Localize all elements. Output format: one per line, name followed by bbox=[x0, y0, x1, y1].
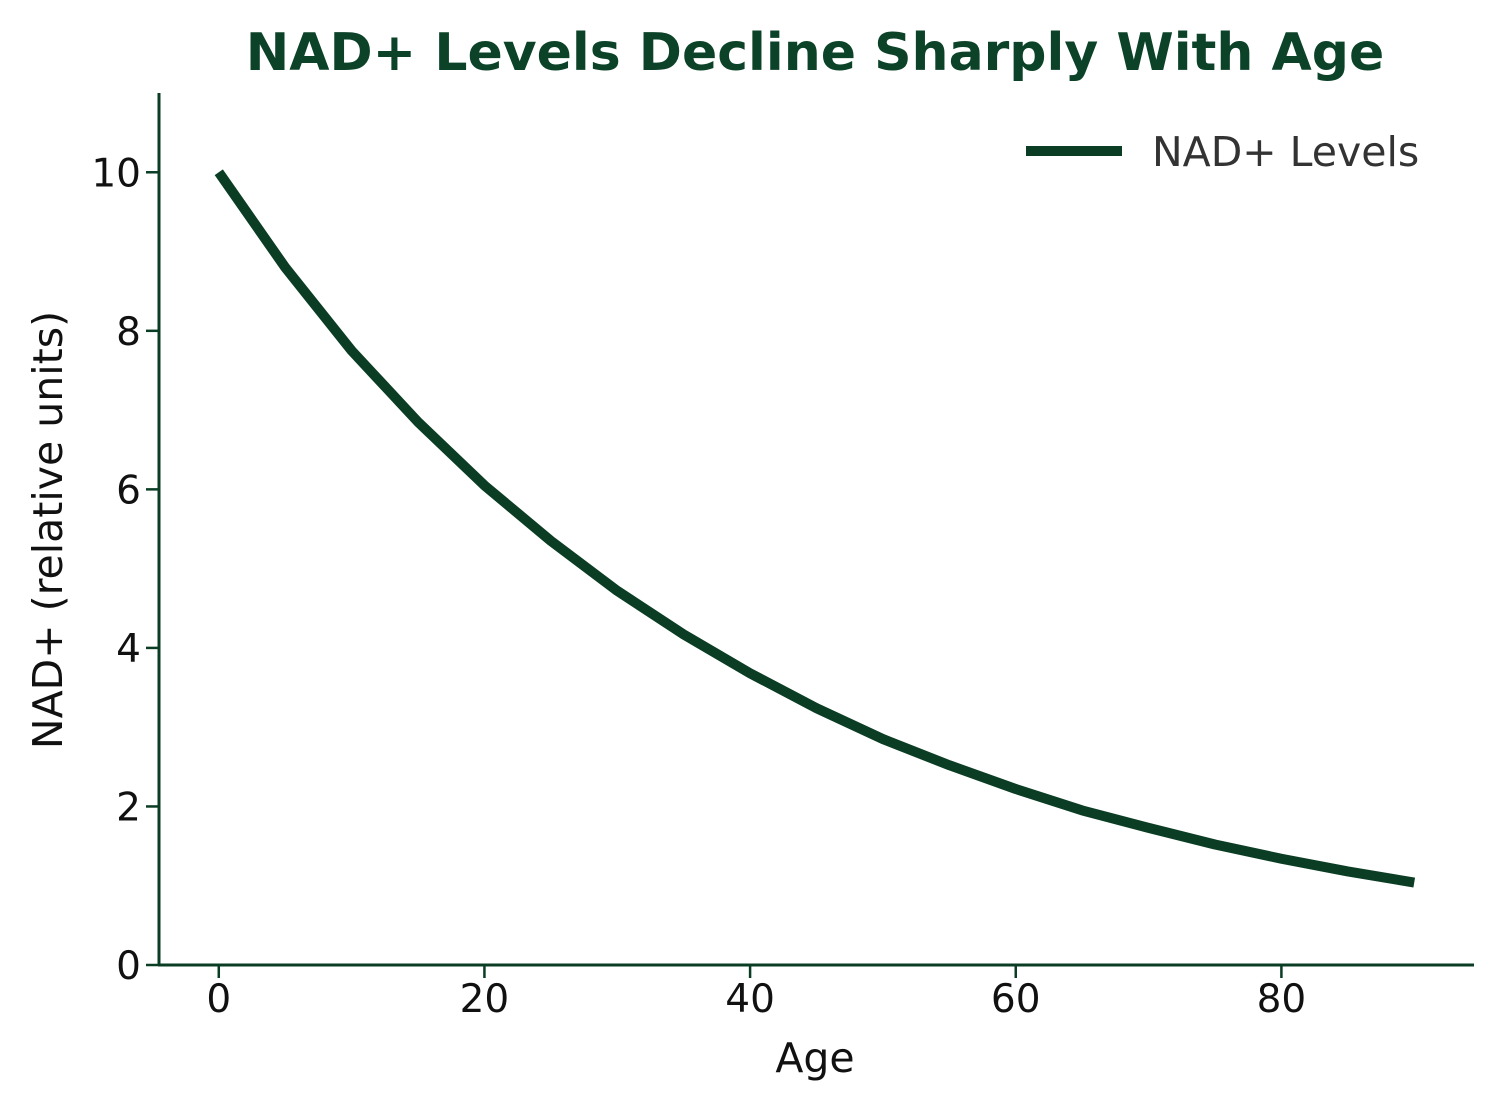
y-ticks: 0 2 4 6 8 10 bbox=[91, 151, 159, 989]
x-tick-label: 0 bbox=[206, 977, 231, 1022]
x-tick-label: 40 bbox=[725, 977, 775, 1022]
series-layer bbox=[214, 169, 1416, 888]
y-tick-label: 8 bbox=[116, 310, 141, 355]
chart-title: NAD+ Levels Decline Sharply With Age bbox=[246, 23, 1385, 83]
y-axis-label: NAD+ (relative units) bbox=[24, 311, 72, 749]
y-tick-label: 0 bbox=[116, 944, 141, 989]
y-tick-label: 2 bbox=[116, 785, 141, 830]
y-tick-label: 10 bbox=[91, 151, 141, 196]
y-tick-label: 6 bbox=[116, 468, 141, 513]
x-axis-label: Age bbox=[775, 1034, 854, 1082]
x-tick-label: 80 bbox=[1257, 977, 1307, 1022]
legend: NAD+ Levels bbox=[1026, 128, 1419, 176]
x-tick-label: 60 bbox=[991, 977, 1041, 1022]
axes bbox=[157, 93, 1474, 967]
y-tick-label: 4 bbox=[116, 627, 141, 672]
x-tick-label: 20 bbox=[460, 977, 510, 1022]
series-line-nad-levels bbox=[214, 169, 1416, 888]
legend-label-nad-levels: NAD+ Levels bbox=[1152, 128, 1419, 176]
x-ticks: 0 20 40 60 80 bbox=[206, 965, 1306, 1022]
